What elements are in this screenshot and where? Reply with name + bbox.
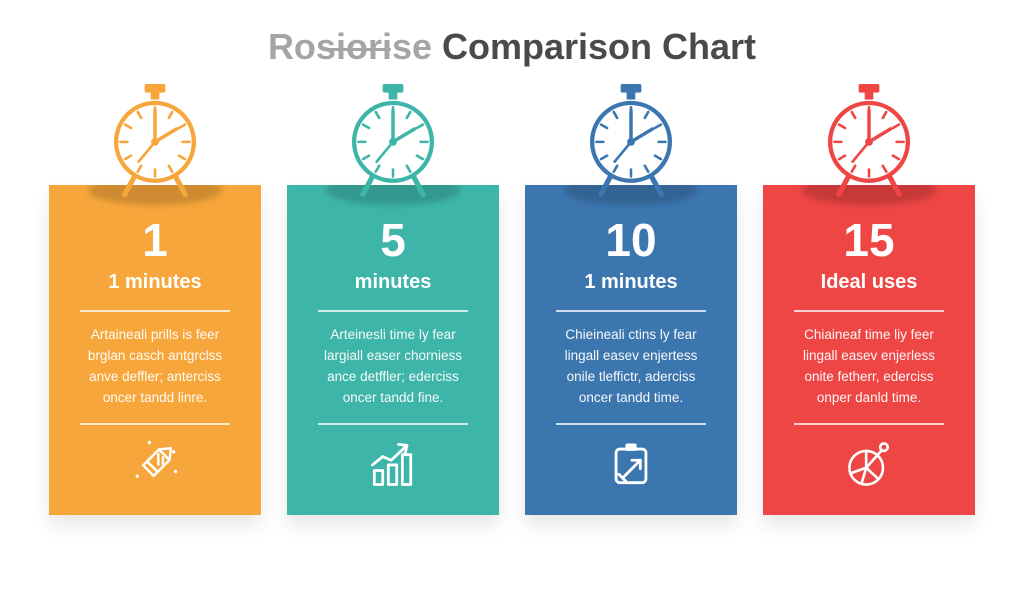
card-15-ideal-uses: 15 Ideal uses Chiaineaf time liy feer li… [763, 185, 975, 515]
clock-shadow [564, 185, 698, 205]
card-1-minute: 1 1 minutes Artaineali prills is feer br… [49, 185, 261, 515]
bar-chart-growth-icon [365, 436, 421, 492]
card-number: 15 [843, 214, 895, 266]
stopwatch-icon [103, 84, 207, 198]
clock-shadow [88, 185, 222, 205]
divider [318, 310, 468, 312]
card-body-text: Chieineali ctins ly fear lingall easev e… [564, 327, 698, 405]
card-column-2: 5 minutes Arteinesli time ly fear largia… [287, 84, 499, 515]
card-number: 1 [142, 214, 168, 266]
stopwatch-icon [817, 84, 921, 198]
pencil-sparkle-icon [127, 436, 183, 492]
divider [80, 423, 230, 425]
card-number: 10 [605, 214, 657, 266]
page-title: Rosiorise Comparison Chart [0, 26, 1024, 68]
clock-shadow [802, 185, 936, 205]
title-main: Comparison Chart [442, 26, 757, 67]
card-number: 5 [380, 214, 406, 266]
card-column-1: 1 1 minutes Artaineali prills is feer br… [49, 84, 261, 515]
card-column-4: 15 Ideal uses Chiaineaf time liy feer li… [763, 84, 975, 515]
stopwatch-icon [579, 84, 683, 198]
card-subtitle: minutes [354, 271, 432, 293]
card-subtitle: 1 minutes [108, 271, 202, 293]
card-10-minutes: 10 1 minutes Chieineali ctins ly fear li… [525, 185, 737, 515]
card-body-text: Artaineali prills is feer brglan casch a… [87, 327, 223, 405]
divider [556, 310, 706, 312]
card-subtitle: Ideal uses [820, 271, 918, 293]
divider [556, 423, 706, 425]
clock-shadow [326, 185, 460, 205]
clipboard-arrow-icon [603, 436, 659, 492]
comparison-infographic: Rosiorise Comparison Chart 1 1 minutes Ar… [0, 26, 1024, 515]
card-body-text: Chiaineaf time liy feer lingall easev en… [802, 327, 936, 405]
card-column-3: 10 1 minutes Chieineali ctins ly fear li… [525, 84, 737, 515]
stopwatch-icon [341, 84, 445, 198]
divider [794, 423, 944, 425]
divider [318, 423, 468, 425]
divider [794, 310, 944, 312]
card-5-minutes: 5 minutes Arteinesli time ly fear largia… [287, 185, 499, 515]
card-subtitle: 1 minutes [584, 271, 678, 293]
pie-wheel-icon [841, 436, 897, 492]
card-body-text: Arteinesli time ly fear largiall easer c… [323, 327, 463, 405]
cards-row: 1 1 minutes Artaineali prills is feer br… [0, 84, 1024, 515]
divider [80, 310, 230, 312]
title-brand: Rosiorise [267, 26, 432, 67]
